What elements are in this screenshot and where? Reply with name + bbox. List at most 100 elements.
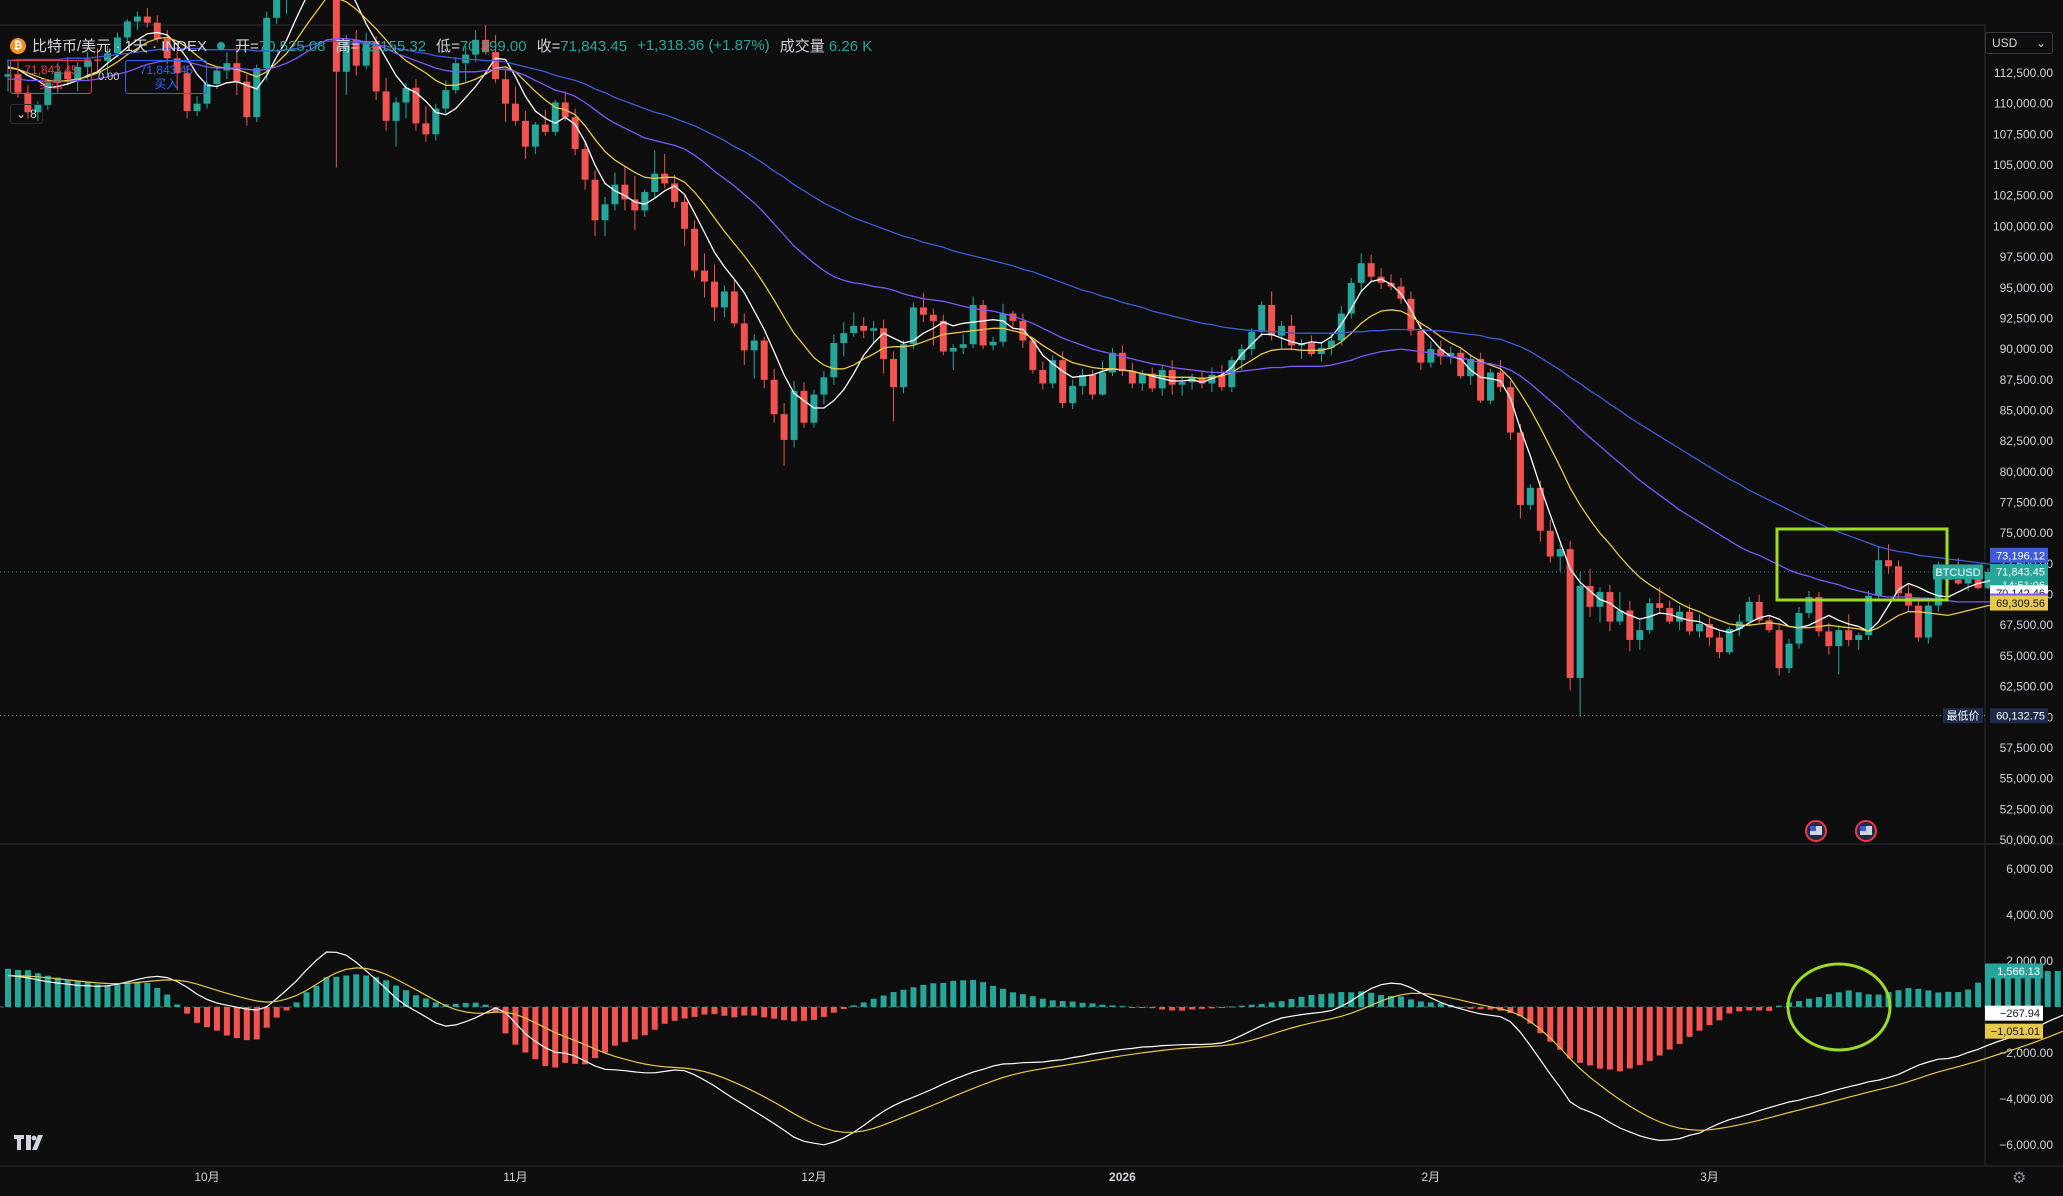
candle — [84, 52, 92, 80]
candle-body — [959, 344, 967, 348]
candle — [1875, 546, 1883, 601]
gear-icon[interactable]: ⚙ — [2012, 1170, 2027, 1187]
price-axis-label: 85,000.00 — [2000, 403, 2054, 417]
candle-body — [1865, 595, 1873, 636]
candle-body — [1427, 349, 1435, 363]
candle-body — [641, 192, 649, 211]
indicators-count: 8 — [30, 107, 37, 121]
symbol-title[interactable]: ₿ 比特币/美元 · 1天 · INDEX — [10, 35, 207, 56]
moving-average-line-3 — [8, 37, 2008, 603]
price-axis-label: 57,500.00 — [2000, 741, 2054, 755]
macd-marker-text: 1,566.13 — [1997, 966, 2040, 978]
candle-body — [840, 333, 848, 343]
candle-body — [999, 313, 1007, 342]
ohlc-high: 高=72,155.32 — [335, 38, 427, 55]
candle-body — [1397, 286, 1405, 299]
candle — [1586, 568, 1594, 617]
candle — [850, 312, 858, 337]
candle-body — [900, 344, 907, 388]
macd-histogram-bar — [602, 1007, 608, 1053]
buy-button[interactable]: 71,843.45 买入 — [125, 60, 208, 94]
macd-histogram-bar — [432, 1002, 439, 1007]
candle-body — [332, 0, 340, 72]
macd-histogram-bar — [711, 1007, 718, 1015]
candle — [1198, 371, 1206, 389]
macd-marker-box — [1985, 1023, 2043, 1039]
candle-body — [1148, 373, 1156, 389]
candle-body — [1178, 382, 1186, 385]
candle — [1785, 638, 1793, 674]
candle-body — [1258, 304, 1266, 332]
macd-histogram-bar — [1626, 1007, 1633, 1069]
candle — [1845, 614, 1853, 647]
candle — [900, 340, 907, 394]
macd-histogram-bar — [1477, 1007, 1484, 1010]
candle-body — [551, 102, 559, 132]
candle — [1546, 519, 1554, 563]
candle-body — [1347, 282, 1355, 314]
candle — [571, 108, 579, 156]
candle-body — [1875, 560, 1883, 596]
candle-body — [183, 73, 191, 112]
macd-histogram-bar — [1009, 992, 1016, 1007]
tradingview-logo-icon[interactable] — [14, 1133, 46, 1151]
macd-histogram-bar — [1268, 1002, 1275, 1007]
candle — [104, 46, 111, 76]
candle — [790, 381, 798, 448]
candle — [631, 176, 639, 231]
macd-axis-label: 4,000.00 — [2006, 908, 2053, 922]
indicators-toggle-button[interactable]: ⌄ 8 — [10, 104, 43, 124]
macd-histogram-bar — [1109, 1005, 1116, 1007]
candle — [1248, 328, 1256, 356]
candle-body — [870, 328, 878, 331]
macd-histogram-bar — [1597, 1007, 1603, 1069]
candle-body — [581, 149, 589, 180]
candle — [730, 280, 738, 328]
candle — [860, 317, 868, 339]
time-axis-label: 2026 — [1109, 1170, 1136, 1184]
buy-label: 买入 — [154, 77, 179, 91]
macd-histogram-bar — [532, 1007, 539, 1060]
candle-body — [1288, 325, 1296, 346]
macd-histogram-bar — [840, 1007, 847, 1010]
candle — [123, 19, 131, 43]
candle — [94, 48, 102, 73]
macd-histogram-bar — [223, 1007, 230, 1036]
candle — [1865, 590, 1873, 640]
candle-body — [1686, 611, 1694, 632]
candle-body — [1417, 330, 1425, 363]
candle — [273, 0, 281, 24]
candle-body — [233, 63, 241, 82]
macd-line — [7, 951, 2063, 1146]
candle — [621, 166, 629, 211]
candle-body — [502, 79, 509, 104]
candle — [1278, 320, 1286, 350]
candle-body — [1049, 360, 1057, 384]
sell-button[interactable]: 71,843.45 卖出 — [10, 60, 92, 94]
macd-histogram-bar — [910, 987, 917, 1007]
candle — [1715, 631, 1723, 659]
price-tag-text: BTCUSD — [1935, 567, 1980, 579]
macd-histogram-bar — [313, 985, 320, 1007]
macd-histogram-bar — [462, 1002, 469, 1007]
candle-body — [1785, 643, 1793, 669]
candle-body — [1128, 371, 1136, 384]
candle — [720, 285, 728, 318]
candle — [1487, 368, 1495, 405]
macd-axis-label: −4,000.00 — [1999, 1092, 2053, 1106]
candle — [511, 86, 519, 126]
macd-histogram-bar — [1606, 1007, 1613, 1070]
currency-select[interactable]: USD ⌄ — [1985, 32, 2053, 54]
candle-body — [1327, 340, 1335, 348]
candle — [661, 153, 669, 189]
price-axis-label: 90,000.00 — [2000, 342, 2054, 356]
macd-histogram-bar — [741, 1007, 748, 1016]
candle — [909, 302, 917, 350]
macd-histogram-bar — [1895, 990, 1902, 1007]
macd-histogram-bar — [860, 1002, 867, 1007]
candle-body — [621, 184, 629, 200]
event-flag-icon — [1855, 820, 1877, 842]
macd-histogram-bar — [1726, 1007, 1733, 1014]
candle-body — [372, 41, 380, 92]
